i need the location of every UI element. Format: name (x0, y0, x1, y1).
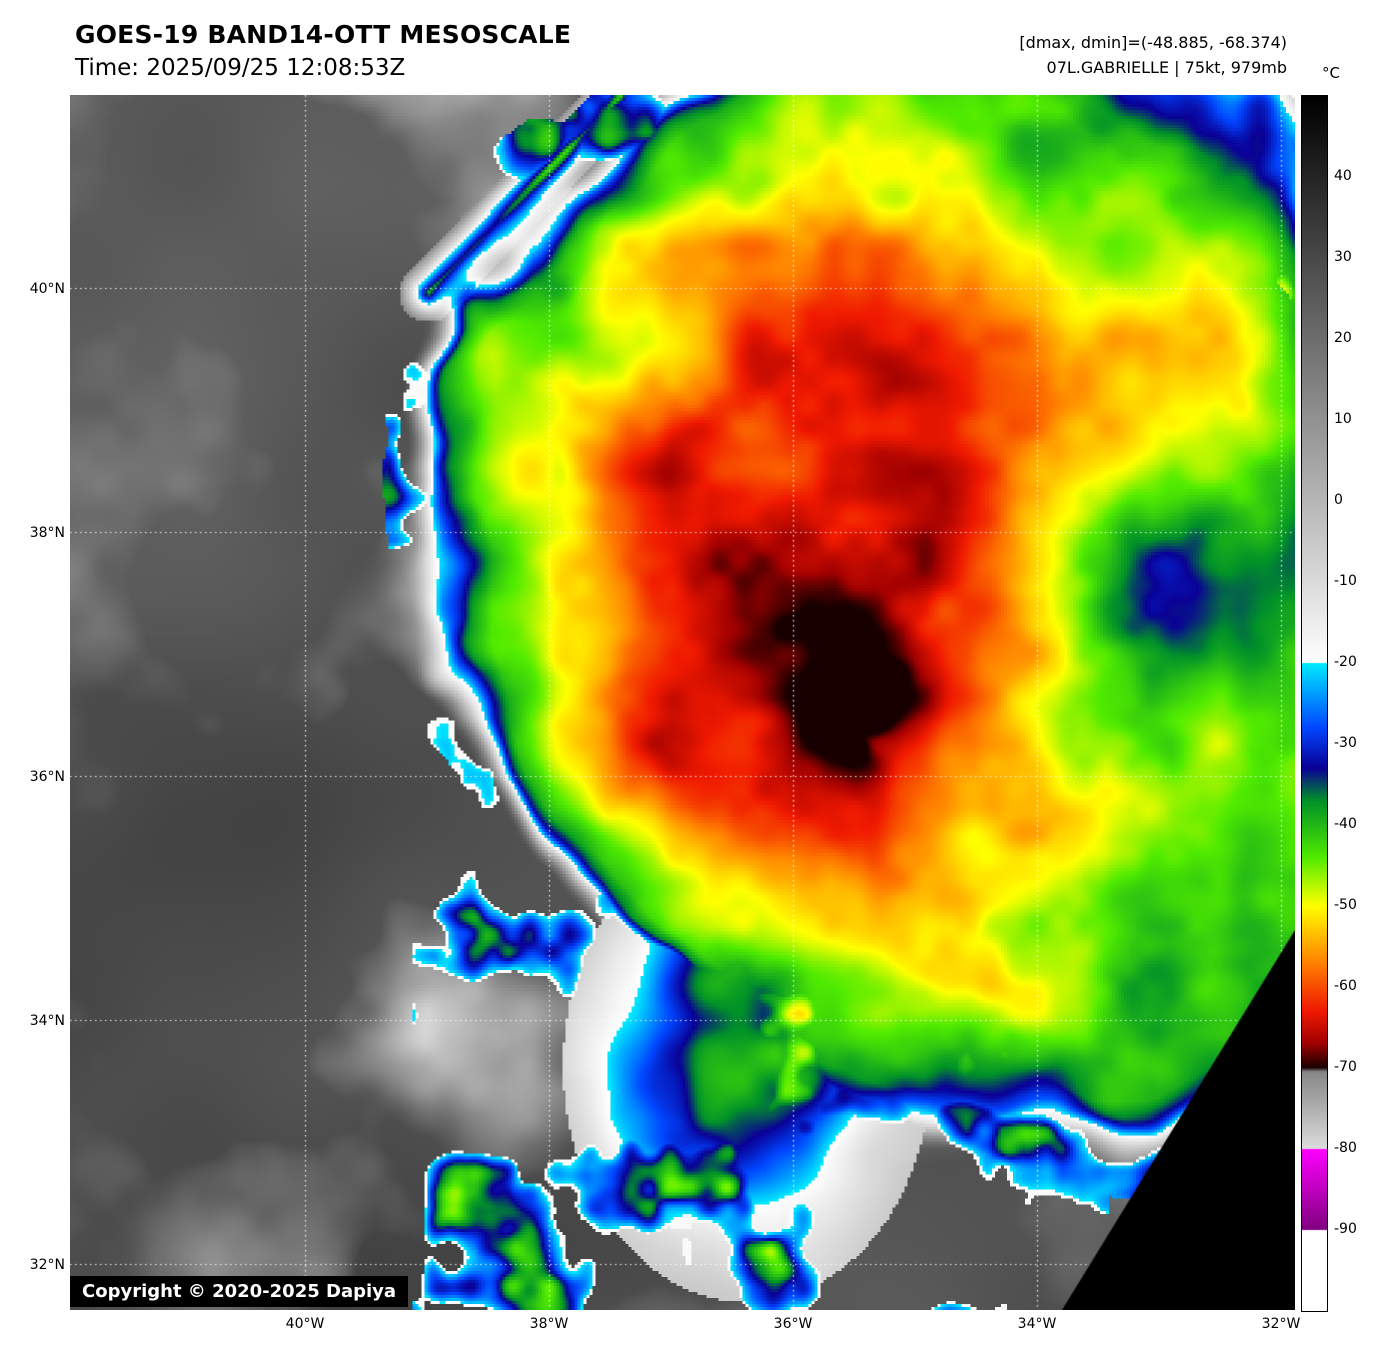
colorbar-tick--30: -30 (1334, 735, 1357, 751)
colorbar-unit-label: °C (1322, 64, 1340, 82)
colorbar-tick-0: 0 (1334, 492, 1343, 508)
figure-timestamp: Time: 2025/09/25 12:08:53Z (75, 55, 406, 81)
lon-label-36w: 36°W (773, 1316, 813, 1332)
colorbar-tick-40: 40 (1334, 168, 1352, 184)
dmax-dmin-readout: [dmax, dmin]=(-48.885, -68.374) (1019, 33, 1287, 52)
colorbar-tick--90: -90 (1334, 1221, 1357, 1237)
colorbar-tick--80: -80 (1334, 1140, 1357, 1156)
colorbar-tick--40: -40 (1334, 816, 1357, 832)
figure-title: GOES-19 BAND14-OTT MESOSCALE (75, 20, 572, 49)
colorbar-tick-30: 30 (1334, 249, 1352, 265)
lat-label-38n: 38°N (29, 525, 65, 541)
colorbar-tick-20: 20 (1334, 330, 1352, 346)
lat-label-40n: 40°N (29, 281, 65, 297)
colorbar-tick--20: -20 (1334, 654, 1357, 670)
lon-label-40w: 40°W (285, 1316, 325, 1332)
colorbar-tick--70: -70 (1334, 1059, 1357, 1075)
lon-label-34w: 34°W (1017, 1316, 1057, 1332)
colorbar-tick--50: -50 (1334, 897, 1357, 913)
colorbar-tick--10: -10 (1334, 573, 1357, 589)
lon-label-32w: 32°W (1261, 1316, 1301, 1332)
colorbar (1301, 95, 1328, 1312)
colorbar-tick-10: 10 (1334, 411, 1352, 427)
lat-label-36n: 36°N (29, 769, 65, 785)
copyright-badge: Copyright © 2020-2025 Dapiya (70, 1276, 409, 1307)
lat-label-34n: 34°N (29, 1013, 65, 1029)
storm-info: 07L.GABRIELLE | 75kt, 979mb (1046, 58, 1287, 77)
grid-overlay-canvas (70, 95, 1295, 1310)
colorbar-tick--60: -60 (1334, 978, 1357, 994)
lat-label-32n: 32°N (29, 1257, 65, 1273)
lon-label-38w: 38°W (529, 1316, 569, 1332)
